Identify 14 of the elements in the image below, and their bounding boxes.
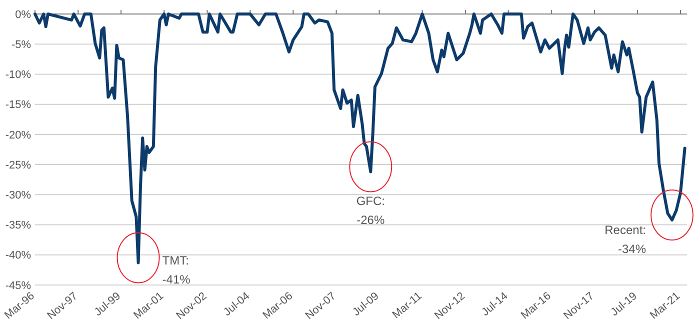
annotation: TMT: -41% <box>162 254 191 287</box>
y-tick-label: -15% <box>5 99 32 112</box>
y-tick-label: -10% <box>5 69 32 82</box>
y-tick-label: -45% <box>5 280 32 292</box>
y-tick-label: -5% <box>11 38 32 51</box>
annotation: GFC: -26% <box>356 194 385 227</box>
y-tick-label: -25% <box>5 159 32 172</box>
annotation: Recent: -34% <box>604 222 646 256</box>
line-series <box>34 12 686 264</box>
y-tick-label: -40% <box>5 250 32 262</box>
y-tick-label: -20% <box>5 129 32 142</box>
y-tick-label: -35% <box>5 220 32 232</box>
y-tick-label: 0% <box>15 8 32 21</box>
y-tick-label: -30% <box>5 190 32 202</box>
